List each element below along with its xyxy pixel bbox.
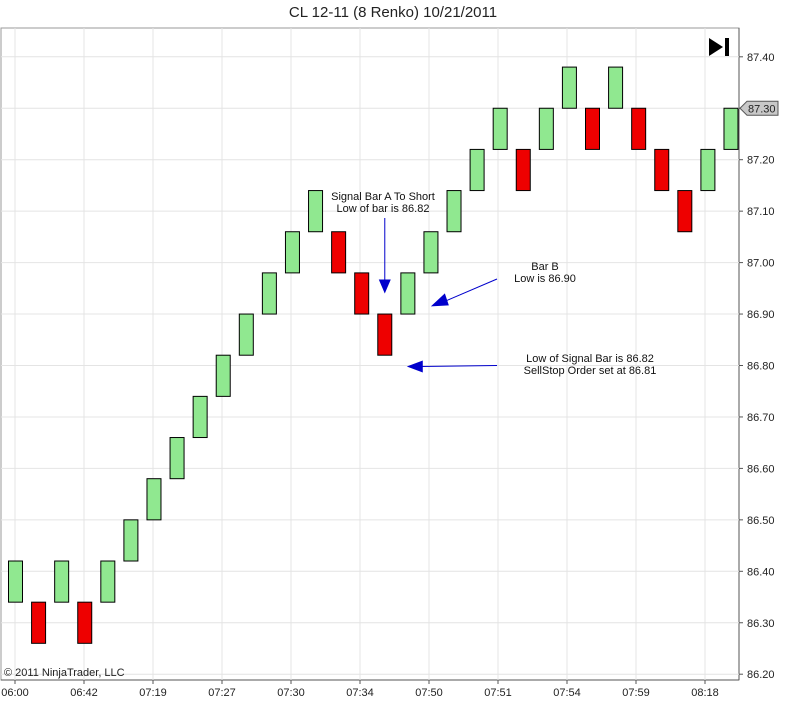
price-tick-label: 86.90 xyxy=(747,309,775,321)
renko-brick-down xyxy=(354,272,370,315)
price-tick-label: 86.50 xyxy=(747,515,775,527)
last-price-marker: 87.30 xyxy=(739,100,779,116)
price-tick-label: 87.00 xyxy=(747,258,775,270)
renko-brick-up xyxy=(192,395,208,439)
renko-brick-down xyxy=(77,601,93,644)
annotation-bar-b-text: Bar B xyxy=(531,261,559,273)
chart-title: CL 12-11 (8 Renko) 10/21/2011 xyxy=(288,4,498,21)
time-tick-label: 07:54 xyxy=(553,687,581,699)
renko-brick-up xyxy=(100,560,116,603)
renko-brick-up xyxy=(284,231,300,274)
skip-to-end-icon[interactable] xyxy=(709,38,729,56)
renko-brick-up xyxy=(423,231,439,274)
renko-brick-up xyxy=(446,190,462,233)
renko-bricks xyxy=(8,66,739,644)
renko-brick-up xyxy=(469,148,485,192)
renko-brick-up xyxy=(54,560,70,603)
renko-brick-up xyxy=(146,478,162,521)
price-tick-label: 86.60 xyxy=(747,463,775,475)
time-tick-label: 07:59 xyxy=(622,687,650,699)
time-tick-label: 08:18 xyxy=(691,687,719,699)
price-tick-label: 86.40 xyxy=(747,566,775,578)
renko-brick-up xyxy=(123,519,139,562)
annotation-bar-b-arrowhead xyxy=(430,293,449,307)
annotation-sellstop-arrowhead xyxy=(406,360,423,373)
renko-brick-up xyxy=(400,272,416,315)
annotation-signal-bar-a-text: Low of bar is 86.82 xyxy=(337,203,430,215)
renko-brick-down xyxy=(654,148,670,192)
renko-brick-down xyxy=(631,107,647,150)
price-tick-label: 86.80 xyxy=(747,361,775,373)
time-axis: 06:00 06:42 07:19 07:27 07:30 07:34 07:50 07:51… xyxy=(1,680,719,699)
renko-brick-up xyxy=(261,272,277,315)
annotation-signal-bar-a-arrowhead xyxy=(378,279,391,294)
renko-brick-up xyxy=(238,313,254,356)
annotation-sellstop-arrow-line xyxy=(420,365,498,367)
renko-brick-up xyxy=(700,148,716,192)
annotation-sellstop-text: Low of Signal Bar is 86.82 xyxy=(526,353,654,365)
time-tick-label: 07:27 xyxy=(208,687,236,699)
renko-brick-up xyxy=(169,437,185,480)
renko-brick-up xyxy=(723,107,739,150)
price-tick-label: 86.70 xyxy=(747,412,775,424)
renko-brick-up xyxy=(8,560,23,603)
time-tick-label: 07:19 xyxy=(139,687,167,699)
price-tick-label: 87.40 xyxy=(747,52,775,64)
price-tick-label: 87.10 xyxy=(747,206,775,218)
annotation-bar-b-text: Low is 86.90 xyxy=(514,273,576,285)
time-tick-label: 06:00 xyxy=(1,687,29,699)
renko-brick-down xyxy=(515,148,531,192)
annotation-signal-bar-a-text: Signal Bar A To Short xyxy=(331,191,435,203)
renko-brick-up xyxy=(308,190,324,233)
renko-brick-down xyxy=(377,313,393,356)
price-axis: 86.20 86.30 86.40 86.50 86.60 86.70 86.80 86.90… xyxy=(739,52,775,681)
renko-brick-up xyxy=(215,354,231,397)
last-price-label: 87.30 xyxy=(748,103,776,115)
renko-brick-down xyxy=(677,190,693,233)
time-tick-label: 06:42 xyxy=(70,687,98,699)
renko-brick-down xyxy=(585,107,600,150)
renko-brick-down xyxy=(31,601,47,644)
renko-brick-up xyxy=(608,66,624,109)
last-price-tag xyxy=(739,100,779,116)
price-tick-label: 86.30 xyxy=(747,618,775,630)
time-tick-label: 07:30 xyxy=(277,687,305,699)
time-tick-label: 07:34 xyxy=(346,687,374,699)
annotation-bar-b-arrow-line xyxy=(444,278,498,302)
annotation-sellstop-text: SellStop Order set at 86.81 xyxy=(524,365,657,377)
copyright-text: © 2011 NinjaTrader, LLC xyxy=(4,667,125,679)
price-tick-label: 86.20 xyxy=(747,669,775,681)
time-tick-label: 07:50 xyxy=(415,687,443,699)
price-tick-label: 87.20 xyxy=(747,155,775,167)
renko-brick-up xyxy=(561,66,577,109)
renko-brick-down xyxy=(331,231,347,274)
time-tick-label: 07:51 xyxy=(484,687,512,699)
renko-brick-up xyxy=(492,107,508,150)
renko-brick-up xyxy=(538,107,554,150)
